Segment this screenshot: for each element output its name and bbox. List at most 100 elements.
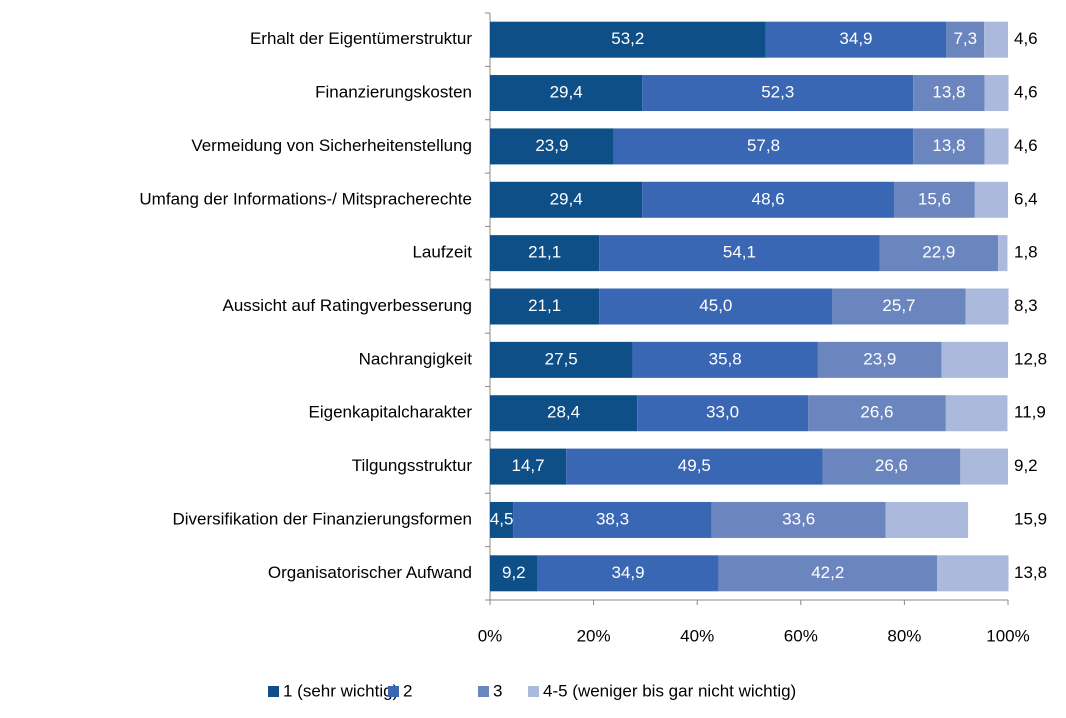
bar-segment bbox=[599, 288, 833, 325]
data-label: 6,4 bbox=[1014, 189, 1038, 208]
data-label: 33,6 bbox=[782, 509, 815, 528]
data-label: 27,5 bbox=[545, 349, 578, 368]
data-label: 21,1 bbox=[528, 296, 561, 315]
x-tick-label: 20% bbox=[577, 626, 611, 645]
data-label: 13,8 bbox=[1014, 563, 1047, 582]
data-label: 15,6 bbox=[918, 189, 951, 208]
bar-segment bbox=[765, 21, 947, 58]
data-label: 21,1 bbox=[528, 243, 561, 262]
bar-segment bbox=[490, 341, 633, 378]
legend-swatch bbox=[478, 686, 489, 697]
data-label: 54,1 bbox=[723, 243, 756, 262]
category-label: Vermeidung von Sicherheitenstellung bbox=[191, 136, 472, 155]
data-label: 52,3 bbox=[761, 83, 794, 102]
x-tick-label: 60% bbox=[784, 626, 818, 645]
data-label: 11,9 bbox=[1014, 403, 1046, 422]
bar-segment bbox=[537, 555, 719, 592]
bar-segment bbox=[642, 181, 895, 218]
bar-segment bbox=[711, 501, 886, 538]
bar-segment bbox=[965, 288, 1009, 325]
x-tick-label: 40% bbox=[680, 626, 714, 645]
legend-label: 4-5 (weniger bis gar nicht wichtig) bbox=[543, 681, 796, 700]
bar-segment bbox=[941, 341, 1008, 378]
bar-segment bbox=[984, 21, 1008, 58]
data-label: 4,6 bbox=[1014, 29, 1038, 48]
data-label: 13,8 bbox=[932, 136, 965, 155]
bar-segment bbox=[490, 448, 567, 485]
bar-segment bbox=[960, 448, 1008, 485]
data-label: 34,9 bbox=[839, 29, 872, 48]
bar-segment bbox=[894, 181, 975, 218]
bar-segment bbox=[822, 448, 961, 485]
bar-segment bbox=[599, 235, 880, 272]
data-label: 25,7 bbox=[882, 296, 915, 315]
data-label: 34,9 bbox=[612, 563, 645, 582]
data-label: 14,7 bbox=[512, 456, 545, 475]
data-label: 57,8 bbox=[747, 136, 780, 155]
data-label: 35,8 bbox=[709, 349, 742, 368]
bar-segment bbox=[998, 235, 1008, 272]
bar-segment bbox=[490, 555, 538, 592]
data-label: 12,8 bbox=[1014, 349, 1047, 368]
bar-segment bbox=[984, 75, 1009, 112]
data-label: 9,2 bbox=[502, 563, 526, 582]
data-label: 26,6 bbox=[860, 403, 893, 422]
category-label: Finanzierungskosten bbox=[315, 83, 472, 102]
data-label: 1,8 bbox=[1014, 243, 1038, 262]
legend-label: 3 bbox=[493, 681, 502, 700]
data-label: 29,4 bbox=[550, 189, 583, 208]
bar-segment bbox=[808, 395, 946, 432]
bar-segment bbox=[913, 128, 985, 165]
data-label: 4,6 bbox=[1014, 83, 1038, 102]
data-label: 45,0 bbox=[699, 296, 732, 315]
legend-label: 1 (sehr wichtig) bbox=[283, 681, 398, 700]
data-label: 33,0 bbox=[706, 403, 739, 422]
legend-label: 2 bbox=[403, 681, 412, 700]
bar-segment bbox=[632, 341, 818, 378]
x-tick-label: 80% bbox=[887, 626, 921, 645]
bar-segment bbox=[566, 448, 823, 485]
legend-swatch bbox=[528, 686, 539, 697]
bar-segment bbox=[490, 288, 600, 325]
data-label: 23,9 bbox=[863, 349, 896, 368]
category-label: Nachrangigkeit bbox=[359, 349, 473, 368]
legend-swatch bbox=[268, 686, 279, 697]
data-label: 53,2 bbox=[611, 29, 644, 48]
bar-segment bbox=[817, 341, 942, 378]
category-label: Umfang der Informations-/ Mitspracherech… bbox=[139, 189, 472, 208]
bar-segment bbox=[913, 75, 985, 112]
bar-segment bbox=[490, 501, 514, 538]
category-label: Laufzeit bbox=[412, 243, 472, 262]
bar-segment bbox=[637, 395, 809, 432]
category-label: Tilgungsstruktur bbox=[352, 456, 473, 475]
bar-segment bbox=[984, 128, 1009, 165]
bar-segment bbox=[613, 128, 914, 165]
bar-segment bbox=[513, 501, 712, 538]
category-label: Organisatorischer Aufwand bbox=[268, 563, 472, 582]
bar-segment bbox=[879, 235, 999, 272]
bar-segment bbox=[490, 181, 643, 218]
bar-segment bbox=[832, 288, 966, 325]
legend-swatch bbox=[388, 686, 399, 697]
data-label: 22,9 bbox=[922, 243, 955, 262]
bar-segment bbox=[718, 555, 938, 592]
category-label: Aussicht auf Ratingverbesserung bbox=[223, 296, 472, 315]
data-label: 23,9 bbox=[535, 136, 568, 155]
data-label: 26,6 bbox=[875, 456, 908, 475]
data-label: 9,2 bbox=[1014, 456, 1038, 475]
bar-segment bbox=[974, 181, 1008, 218]
data-label: 29,4 bbox=[550, 83, 583, 102]
x-tick-label: 0% bbox=[478, 626, 503, 645]
bar-segment bbox=[490, 128, 614, 165]
x-tick-label: 100% bbox=[986, 626, 1029, 645]
data-label: 13,8 bbox=[932, 83, 965, 102]
data-label: 15,9 bbox=[1014, 509, 1047, 528]
bar-segment bbox=[945, 395, 1008, 432]
bar-segment bbox=[490, 21, 766, 58]
data-label: 8,3 bbox=[1014, 296, 1038, 315]
bar-segment bbox=[490, 235, 600, 272]
data-label: 49,5 bbox=[678, 456, 711, 475]
bar-segment bbox=[642, 75, 914, 112]
bar-segment bbox=[885, 501, 969, 538]
